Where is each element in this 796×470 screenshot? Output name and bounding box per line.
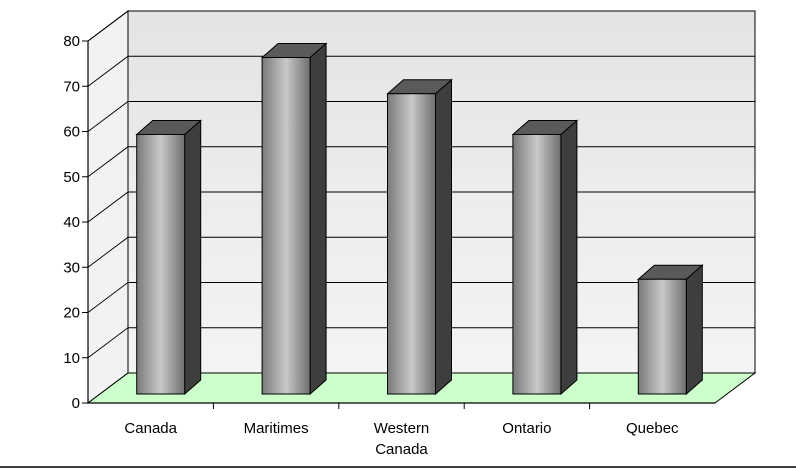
y-tick-label: 20 xyxy=(63,305,80,322)
bar-side xyxy=(560,119,578,396)
bar-front xyxy=(261,57,311,395)
x-tick-label: Maritimes xyxy=(244,420,309,437)
bar-side xyxy=(309,42,327,396)
bar xyxy=(511,119,579,396)
x-tick-label: Ontario xyxy=(502,420,551,437)
y-tick-label: 50 xyxy=(63,169,80,186)
y-tick-label: 60 xyxy=(63,124,80,141)
gridline xyxy=(87,101,755,132)
y-tick-label: 70 xyxy=(63,78,80,95)
bar-front xyxy=(637,278,687,395)
y-tick-label: 30 xyxy=(63,259,80,276)
y-axis-ticks: 0 10 20 30 40 50 60 70 80 xyxy=(63,33,88,412)
bar xyxy=(636,264,704,396)
bar-side xyxy=(184,119,202,396)
bar-side xyxy=(435,78,452,396)
y-tick-label: 0 xyxy=(72,395,80,412)
x-tick-label: Western Canada xyxy=(374,420,430,458)
y-tick-label: 40 xyxy=(63,214,80,231)
bar-side xyxy=(685,264,703,396)
gridline xyxy=(87,55,755,87)
bar-front xyxy=(387,93,436,395)
x-tick-label: Canada xyxy=(124,420,177,437)
x-tick-label: Quebec xyxy=(626,420,679,437)
y-tick-label: 80 xyxy=(63,33,80,50)
gridline xyxy=(87,10,755,42)
bar-front xyxy=(512,133,562,395)
bars xyxy=(135,42,704,396)
y-tick-label: 10 xyxy=(63,350,80,367)
x-axis-labels: Canada Maritimes Western Canada Ontario Quebe… xyxy=(124,403,679,458)
bar xyxy=(260,42,328,396)
bar-front xyxy=(136,133,186,395)
bar xyxy=(386,78,453,396)
bar xyxy=(135,119,203,396)
